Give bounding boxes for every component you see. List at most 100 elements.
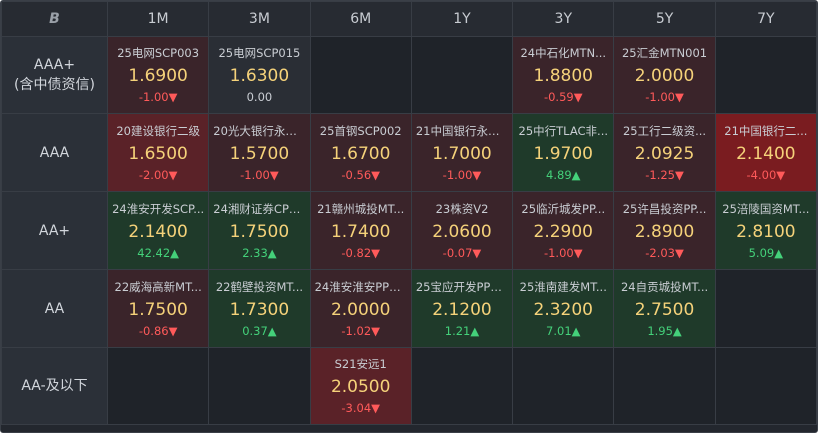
- bond-cell[interactable]: 21赣州城投MT... 1.7400 -0.82▼: [309, 191, 412, 270]
- bond-name: 23株资V2: [435, 201, 489, 216]
- yield-value: 2.2900: [533, 221, 593, 242]
- empty-cell: [410, 36, 514, 114]
- bond-name: 21中国银行二...: [724, 123, 808, 138]
- bond-cell[interactable]: 22鹤壁投资MT... 1.7300 0.37▲: [208, 269, 311, 348]
- change-value: -3.04▼: [341, 401, 380, 415]
- change-value: -0.56▼: [341, 167, 380, 182]
- empty-cell: [714, 269, 817, 348]
- bond-cell[interactable]: 20光大银行永续... 1.5700 -1.00▼: [208, 113, 311, 192]
- empty-cell: [512, 347, 615, 425]
- bond-name: 24淮安开发SCP...: [112, 201, 205, 216]
- bond-name: 25中行TLAC非...: [518, 123, 609, 138]
- empty-cell: [714, 36, 817, 114]
- change-value: -1.00▼: [240, 167, 279, 182]
- change-value: -0.86▼: [138, 323, 178, 338]
- rating-label: AA+: [1, 191, 108, 270]
- change-value: -0.59▼: [543, 90, 583, 104]
- bond-name: 21赣州城投MT...: [317, 201, 405, 216]
- bond-name: 24淮安淮安PPN...: [314, 279, 409, 294]
- empty-cell: [714, 347, 817, 425]
- bond-name: 25电网SCP003: [117, 46, 200, 60]
- bond-cell[interactable]: 23株资V2 2.0600 -0.07▼: [410, 191, 514, 270]
- bond-name: 25首钢SCP002: [319, 123, 402, 138]
- bond-cell[interactable]: S21安远1 2.0500 -3.04▼: [309, 347, 412, 425]
- rating-row: AA 22威海高新MT... 1.7500 -0.86▼ 22鹤壁投资MT... 1.73…: [1, 269, 817, 348]
- yield-value: 1.8800: [533, 66, 593, 86]
- bond-cell[interactable]: 25宝应开发PPN... 2.1200 1.21▲: [410, 269, 514, 348]
- change-value: -2.03▼: [645, 245, 684, 260]
- bond-name: 24自贡城投MT...: [620, 279, 709, 294]
- bond-cell[interactable]: 24淮安淮安PPN... 2.0000 -1.02▼: [309, 269, 412, 348]
- bond-cell[interactable]: 25中行TLAC非... 1.9700 4.89▲: [512, 113, 615, 192]
- empty-cell: [309, 36, 412, 114]
- change-value: 1.95▲: [647, 323, 682, 338]
- bond-cell[interactable]: 25电网SCP015 1.6300 0.00: [208, 36, 311, 114]
- bond-cell[interactable]: 25涪陵国资MT... 2.8100 5.09▲: [714, 191, 817, 270]
- bond-cell[interactable]: 20建设银行二级 1.6500 -2.00▼: [106, 113, 210, 192]
- bond-cell[interactable]: 25工行二级资... 2.0925 -1.25▼: [613, 113, 716, 192]
- bond-cell[interactable]: 24自贡城投MT... 2.7500 1.95▲: [613, 269, 716, 348]
- rating-row: AAA 20建设银行二级 1.6500 -2.00▼ 20光大银行永续... 1.5700…: [1, 113, 817, 192]
- yield-value: 1.6500: [128, 143, 188, 164]
- bond-name: 20建设银行二级: [116, 123, 200, 138]
- bond-name: 22威海高新MT...: [114, 279, 202, 294]
- tenor-header-6m[interactable]: 6M: [309, 1, 412, 37]
- change-value: -4.00▼: [746, 167, 786, 182]
- change-value: -2.00▼: [138, 167, 178, 182]
- change-value: 0.37▲: [242, 323, 277, 338]
- bond-name: 22鹤壁投资MT...: [215, 279, 304, 294]
- change-value: 2.33▲: [242, 245, 277, 260]
- tenor-header-3y[interactable]: 3Y: [512, 1, 615, 37]
- tenor-header-1y[interactable]: 1Y: [410, 1, 514, 37]
- empty-cell: [613, 347, 716, 425]
- tenor-header-5y[interactable]: 5Y: [613, 1, 716, 37]
- yield-value: 2.3200: [533, 299, 593, 320]
- yield-value: 2.8900: [634, 221, 695, 242]
- change-value: 0.00: [246, 90, 273, 104]
- rating-row: AAA+ (含中债资信) 25电网SCP003 1.6900 -1.00▼ 25电网SCP…: [1, 36, 817, 114]
- bond-cell[interactable]: 25临沂城发PP... 2.2900 -1.00▼: [512, 191, 615, 270]
- yield-value: 2.1200: [432, 299, 492, 320]
- change-value: -1.00▼: [442, 167, 482, 182]
- tenor-header-1m[interactable]: 1M: [106, 1, 210, 37]
- rating-label: AA: [1, 269, 108, 348]
- bond-cell[interactable]: 25电网SCP003 1.6900 -1.00▼: [106, 36, 210, 114]
- yield-value: 2.7500: [634, 299, 695, 320]
- bond-name: 25许昌投资PP...: [622, 201, 707, 216]
- bond-cell[interactable]: 25淮南建发MT... 2.3200 7.01▲: [512, 269, 615, 348]
- rating-row: AA-及以下 S21安远1 2.0500 -3.04▼: [1, 347, 817, 425]
- bond-name: 21中国银行永续...: [415, 123, 511, 138]
- tenor-header-3m[interactable]: 3M: [208, 1, 311, 37]
- change-value: 7.01▲: [546, 323, 581, 338]
- yield-value: 1.7300: [229, 299, 290, 320]
- bond-name: S21安远1: [334, 357, 387, 371]
- bond-name: 25宝应开发PPN...: [415, 279, 510, 294]
- bond-cell[interactable]: 22威海高新MT... 1.7500 -0.86▼: [106, 269, 210, 348]
- bond-cell[interactable]: 25首钢SCP002 1.6700 -0.56▼: [309, 113, 412, 192]
- bond-cell[interactable]: 25汇金MTN001 2.0000 -1.00▼: [613, 36, 716, 114]
- bond-cell[interactable]: 21中国银行永续... 1.7000 -1.00▼: [410, 113, 514, 192]
- change-value: -1.25▼: [645, 167, 684, 182]
- yield-value: 2.8100: [736, 221, 796, 242]
- yield-value: 2.0600: [432, 221, 492, 242]
- bond-cell[interactable]: 25许昌投资PP... 2.8900 -2.03▼: [613, 191, 716, 270]
- bond-cell[interactable]: 24淮安开发SCP... 2.1400 42.42▲: [106, 191, 210, 270]
- bond-cell[interactable]: 24湘财证券CP0... 1.7500 2.33▲: [208, 191, 311, 270]
- rating-label: AA-及以下: [1, 347, 108, 425]
- bond-name: 25工行二级资...: [622, 123, 707, 138]
- yield-value: 1.7000: [432, 143, 492, 164]
- empty-cell: [106, 347, 210, 425]
- bond-cell[interactable]: 21中国银行二... 2.1400 -4.00▼: [714, 113, 817, 192]
- yield-value: 2.0500: [330, 377, 391, 397]
- bond-name: 25涪陵国资MT...: [722, 201, 810, 216]
- tenor-header-7y[interactable]: 7Y: [714, 1, 817, 37]
- bond-cell[interactable]: 24中石化MTN... 1.8800 -0.59▼: [512, 36, 615, 114]
- yield-value: 1.9700: [533, 143, 593, 164]
- bond-name: 20光大银行永续...: [213, 123, 308, 138]
- yield-value: 2.0000: [330, 299, 391, 320]
- change-value: -1.02▼: [341, 323, 380, 338]
- empty-cell: [410, 347, 514, 425]
- yield-value: 1.6300: [229, 66, 290, 86]
- change-value: -1.00▼: [543, 245, 583, 260]
